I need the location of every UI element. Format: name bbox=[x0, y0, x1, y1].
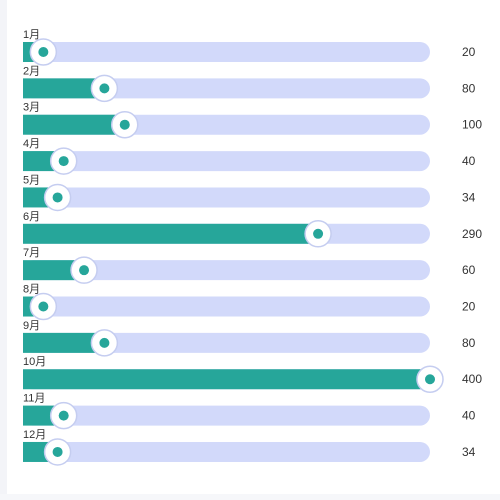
value-label-8: 20 bbox=[462, 300, 476, 314]
bar-track-5 bbox=[23, 187, 430, 208]
value-label-9: 80 bbox=[462, 336, 476, 350]
bar-track-8 bbox=[23, 296, 430, 317]
month-label-6: 6月 bbox=[23, 211, 40, 223]
bar-track-1 bbox=[23, 42, 430, 62]
bar-knob-dot-8 bbox=[38, 301, 49, 312]
bar-track-9 bbox=[23, 332, 430, 353]
bar-row-4: 4月 40 bbox=[23, 138, 476, 175]
month-label-4: 4月 bbox=[23, 138, 40, 150]
value-label-10: 400 bbox=[462, 372, 482, 386]
month-label-1: 1月 bbox=[23, 29, 40, 41]
bar-track-2 bbox=[23, 78, 430, 99]
value-label-6: 290 bbox=[462, 227, 482, 241]
panel-left-edge bbox=[0, 0, 7, 500]
bar-row-6: 6月 290 bbox=[23, 211, 482, 248]
bar-track-7 bbox=[23, 260, 430, 281]
month-label-7: 7月 bbox=[23, 247, 40, 259]
bar-row-2: 2月 80 bbox=[23, 65, 476, 103]
bar-row-12: 12月 34 bbox=[23, 429, 476, 466]
month-label-3: 3月 bbox=[23, 102, 40, 114]
value-label-1: 20 bbox=[462, 45, 476, 59]
bar-knob-dot-12 bbox=[52, 446, 63, 457]
bar-row-1: 1月 20 bbox=[23, 29, 476, 66]
bar-knob-dot-3 bbox=[119, 119, 130, 130]
bar-fill-10 bbox=[23, 369, 430, 390]
bar-track-4 bbox=[23, 151, 430, 172]
bar-knob-dot-4 bbox=[58, 156, 69, 167]
month-label-11: 11月 bbox=[23, 393, 45, 405]
value-label-3: 100 bbox=[462, 118, 482, 132]
month-label-5: 5月 bbox=[23, 174, 40, 186]
bar-knob-dot-2 bbox=[99, 83, 110, 94]
bar-fill-3 bbox=[23, 114, 125, 135]
month-label-9: 9月 bbox=[23, 320, 40, 332]
month-label-2: 2月 bbox=[23, 65, 40, 77]
bar-row-7: 7月 60 bbox=[23, 247, 476, 284]
bar-knob-dot-10 bbox=[425, 374, 435, 385]
value-label-12: 34 bbox=[462, 445, 476, 459]
bar-knob-dot-11 bbox=[58, 410, 69, 421]
bar-knob-dot-9 bbox=[99, 337, 110, 348]
bar-track-12 bbox=[23, 441, 430, 462]
bar-knob-dot-1 bbox=[38, 47, 49, 57]
value-label-4: 40 bbox=[462, 154, 476, 168]
bar-row-3: 3月 100 bbox=[23, 102, 482, 139]
month-label-8: 8月 bbox=[23, 284, 40, 296]
bar-knob-dot-7 bbox=[79, 265, 90, 276]
bar-row-11: 11月 40 bbox=[23, 393, 476, 430]
panel-bottom-edge bbox=[0, 494, 500, 500]
value-label-5: 34 bbox=[462, 190, 476, 204]
value-label-11: 40 bbox=[462, 409, 476, 423]
value-label-7: 60 bbox=[462, 263, 476, 277]
bar-knob-dot-5 bbox=[52, 192, 63, 203]
bar-fill-7 bbox=[23, 260, 85, 281]
bar-knob-dot-6 bbox=[313, 228, 324, 239]
bar-row-10: 10月 400 bbox=[23, 356, 482, 393]
month-label-10: 10月 bbox=[23, 356, 46, 368]
bar-row-8: 8月 20 bbox=[23, 284, 476, 321]
value-label-2: 80 bbox=[462, 81, 476, 95]
bar-fill-6 bbox=[23, 223, 319, 244]
bar-fill-2 bbox=[23, 78, 105, 99]
bar-fill-9 bbox=[23, 332, 105, 353]
month-label-12: 12月 bbox=[23, 429, 46, 441]
bar-row-5: 5月 34 bbox=[23, 174, 476, 212]
bar-row-9: 9月 80 bbox=[23, 320, 476, 357]
bar-track-11 bbox=[23, 405, 430, 426]
